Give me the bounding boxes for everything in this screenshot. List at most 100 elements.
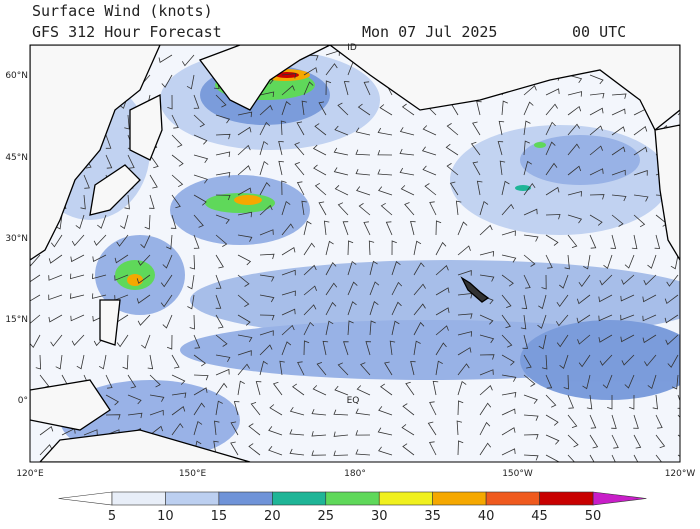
- barb: [347, 301, 357, 316]
- barb: [664, 314, 679, 324]
- barb: [567, 190, 582, 197]
- barb: [523, 234, 539, 242]
- barb: [259, 204, 273, 216]
- barb: [410, 360, 416, 376]
- barb: [347, 320, 354, 336]
- barb: [149, 394, 165, 402]
- barb: [71, 334, 85, 346]
- barb: [30, 334, 41, 348]
- barb: [479, 385, 493, 396]
- barb: [237, 350, 252, 356]
- barb: [642, 294, 657, 303]
- barb: [457, 221, 468, 236]
- barb: [237, 254, 252, 266]
- barb: [215, 234, 228, 247]
- barb: [545, 414, 559, 426]
- colorbar-segment: [432, 491, 487, 506]
- barb: [472, 121, 481, 136]
- barb: [545, 374, 553, 389]
- barb: [105, 154, 113, 169]
- barb: [171, 194, 181, 209]
- barb: [479, 369, 494, 376]
- barb: [311, 450, 327, 456]
- barb: [171, 354, 180, 369]
- barb: [501, 392, 517, 398]
- barb: [325, 80, 332, 96]
- barb: [501, 203, 515, 216]
- barb: [385, 221, 393, 236]
- barb: [318, 101, 327, 116]
- barb: [250, 402, 261, 416]
- barb: [259, 160, 269, 176]
- barb: [301, 100, 308, 116]
- barb: [124, 114, 130, 130]
- barb: [161, 74, 173, 88]
- barb: [611, 108, 626, 116]
- barb: [171, 406, 186, 416]
- barb: [655, 434, 666, 449]
- barb: [30, 254, 41, 267]
- barb: [98, 354, 107, 370]
- barb: [193, 234, 200, 249]
- barb: [303, 242, 316, 256]
- barb: [501, 408, 516, 416]
- barb: [545, 434, 560, 445]
- barb: [355, 408, 371, 416]
- barb: [114, 254, 129, 264]
- barb: [105, 394, 119, 406]
- map: [30, 45, 680, 462]
- barb: [589, 434, 599, 449]
- barb: [312, 385, 327, 396]
- barb: [501, 314, 511, 329]
- barb: [413, 240, 422, 256]
- barb: [259, 344, 273, 356]
- barb: [323, 220, 330, 236]
- barb: [141, 334, 151, 349]
- barb: [334, 385, 349, 396]
- barb: [313, 164, 327, 176]
- barb: [237, 187, 252, 196]
- barb: [76, 354, 85, 370]
- barb: [193, 387, 208, 396]
- barb: [567, 434, 579, 448]
- colorbar-segment: [378, 491, 433, 506]
- barb: [363, 81, 371, 96]
- barb: [237, 334, 253, 343]
- barb: [356, 186, 371, 196]
- barb: [564, 254, 570, 270]
- barb: [193, 194, 207, 206]
- barb: [149, 409, 164, 416]
- latitude-label: 60°N: [5, 71, 28, 81]
- barb: [355, 127, 371, 136]
- barb: [602, 374, 613, 389]
- barb: [325, 301, 337, 316]
- barb: [355, 449, 371, 456]
- barb: [567, 91, 583, 97]
- barb: [379, 104, 393, 116]
- barb: [162, 254, 173, 269]
- longitude-label: 150°E: [179, 469, 207, 479]
- barb: [355, 430, 371, 436]
- barb: [39, 426, 54, 436]
- barb: [501, 427, 516, 436]
- barb: [48, 274, 63, 281]
- barb: [294, 162, 305, 176]
- barb: [193, 354, 206, 367]
- latitude-label: 30°N: [5, 234, 28, 244]
- barb: [497, 141, 504, 156]
- barb: [559, 354, 569, 369]
- barb: [193, 402, 206, 416]
- colorbar-label: 5: [108, 509, 116, 524]
- barb: [501, 294, 512, 308]
- barb: [404, 202, 415, 216]
- barb: [399, 148, 415, 156]
- barb: [237, 380, 245, 396]
- barb: [337, 362, 349, 376]
- barb: [435, 307, 450, 316]
- barb: [189, 254, 196, 270]
- barb: [193, 420, 203, 436]
- barb: [501, 100, 508, 116]
- barb: [538, 294, 547, 310]
- barb: [476, 180, 483, 196]
- colorbar-over: [592, 491, 647, 506]
